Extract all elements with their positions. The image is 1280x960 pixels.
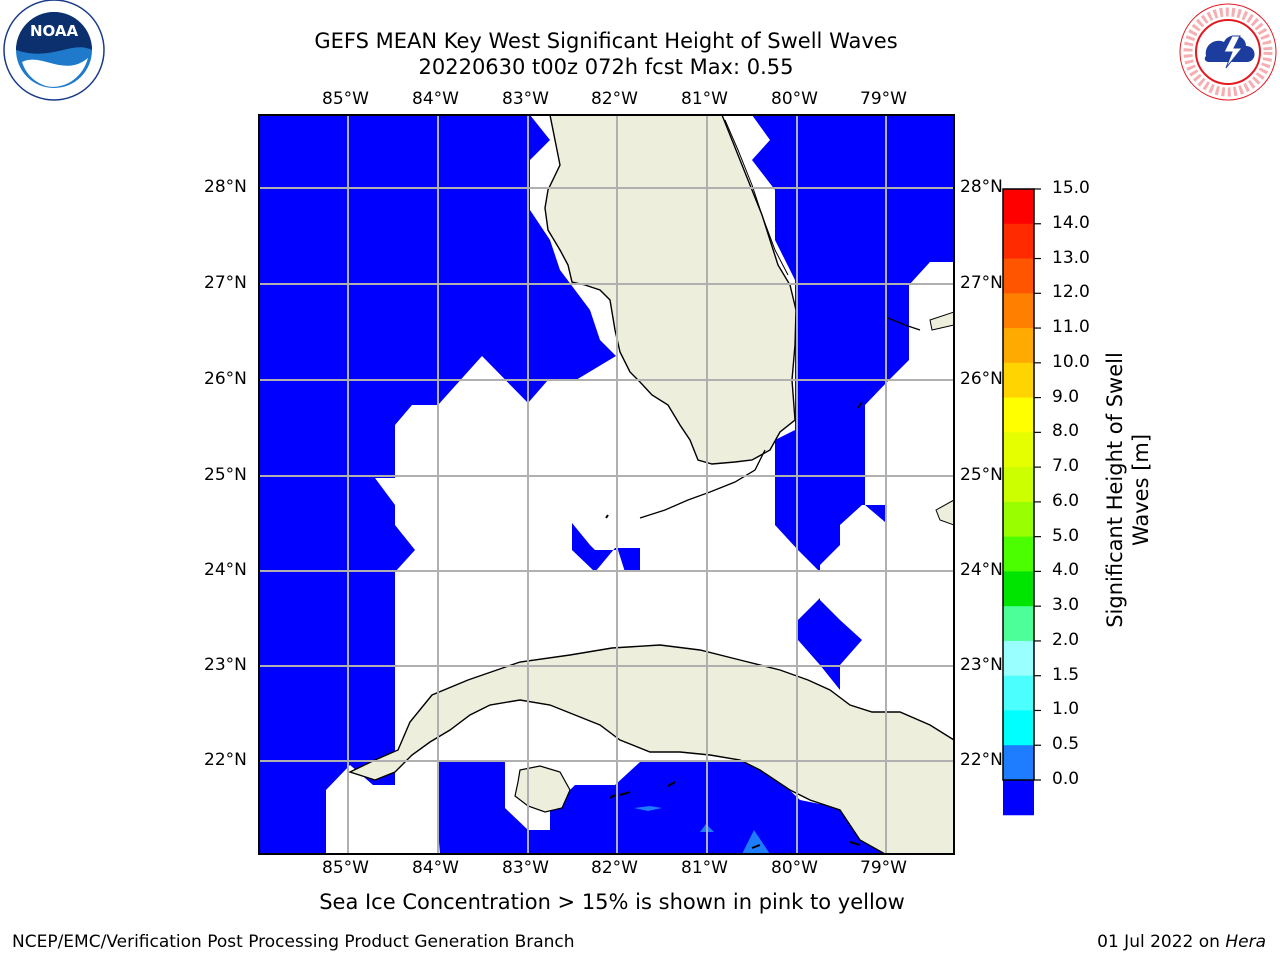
colorbar-tick-label: 0.5	[1052, 734, 1080, 755]
colorbar-tick-label: 3.0	[1052, 595, 1080, 616]
lat-label-right: 27°N	[960, 273, 1003, 293]
lon-label-bottom: 84°W	[412, 858, 459, 878]
colorbar-tick-label: 15.0	[1052, 178, 1090, 198]
colorbar-tick-label: 11.0	[1052, 317, 1090, 338]
footer-host: Hera	[1225, 932, 1266, 952]
footer-date-text: 01 Jul 2022 on	[1097, 932, 1220, 952]
cuba-land	[348, 644, 954, 854]
lat-label-right: 23°N	[960, 655, 1003, 675]
chart-subtitle: 20220630 t00z 072h fcst Max: 0.55	[418, 55, 794, 79]
colorbar-tick-label: 1.5	[1052, 664, 1080, 685]
lat-label-right: 25°N	[960, 465, 1003, 485]
noaa-logo-icon: NOAA	[3, 0, 105, 101]
lat-label-right: 24°N	[960, 560, 1003, 580]
colorbar-tick-label: 2.0	[1052, 629, 1080, 650]
lon-label-top: 83°W	[502, 89, 549, 109]
lat-label-left: 22°N	[204, 750, 247, 770]
colorbar-title-line1: Significant Height of Swell	[1103, 352, 1127, 628]
nws-logo-icon	[1179, 3, 1277, 101]
colorbar-tick-label: 5.0	[1052, 525, 1080, 546]
florida-land	[544, 115, 797, 465]
lat-label-left: 23°N	[204, 655, 247, 675]
colorbar-tick-label: 14.0	[1052, 212, 1090, 233]
sea-ice-note: Sea Ice Concentration > 15% is shown in …	[319, 890, 905, 914]
lon-label-bottom: 85°W	[322, 858, 369, 878]
lon-label-bottom: 82°W	[591, 858, 638, 878]
lon-label-top: 82°W	[591, 89, 638, 109]
lon-label-top: 80°W	[771, 89, 818, 109]
lat-label-right: 28°N	[960, 177, 1003, 197]
lat-label-left: 26°N	[204, 369, 247, 389]
lon-label-top: 84°W	[412, 89, 459, 109]
lon-label-top: 85°W	[322, 89, 369, 109]
colorbar-tick-label: 13.0	[1052, 247, 1090, 268]
colorbar-tick-label: 1.0	[1052, 699, 1080, 720]
lon-label-bottom: 81°W	[681, 858, 728, 878]
colorbar-tick-label: 7.0	[1052, 456, 1080, 477]
lon-label-top: 81°W	[681, 89, 728, 109]
lat-label-right: 22°N	[960, 750, 1003, 770]
lat-label-left: 27°N	[204, 273, 247, 293]
noaa-logo-text: NOAA	[30, 22, 79, 40]
colorbar-title: Significant Height of Swell Waves [m]	[1103, 352, 1153, 628]
lat-label-left: 28°N	[204, 177, 247, 197]
lat-label-left: 25°N	[204, 465, 247, 485]
lon-label-top: 79°W	[860, 89, 907, 109]
footer-date: 01 Jul 2022 on Hera	[1097, 932, 1266, 952]
colorbar-tick-label: 0.0	[1052, 769, 1080, 789]
colorbar-tick-label: 4.0	[1052, 560, 1080, 581]
colorbar-tick-label: 8.0	[1052, 421, 1080, 442]
footer-branch: NCEP/EMC/Verification Post Processing Pr…	[12, 932, 575, 952]
colorbar-tick-label: 9.0	[1052, 386, 1080, 407]
lon-label-bottom: 83°W	[502, 858, 549, 878]
chart-title: GEFS MEAN Key West Significant Height of…	[314, 29, 898, 53]
map-frame	[258, 114, 955, 855]
graticule	[259, 115, 954, 854]
lon-label-bottom: 79°W	[860, 858, 907, 878]
colorbar-tick-label: 12.0	[1052, 282, 1090, 303]
colorbar-tick-label: 6.0	[1052, 490, 1080, 511]
lon-label-bottom: 80°W	[771, 858, 818, 878]
colorbar-tick-label: 10.0	[1052, 351, 1090, 372]
lat-label-right: 26°N	[960, 369, 1003, 389]
lat-label-left: 24°N	[204, 560, 247, 580]
colorbar-title-line2: Waves [m]	[1129, 434, 1153, 546]
